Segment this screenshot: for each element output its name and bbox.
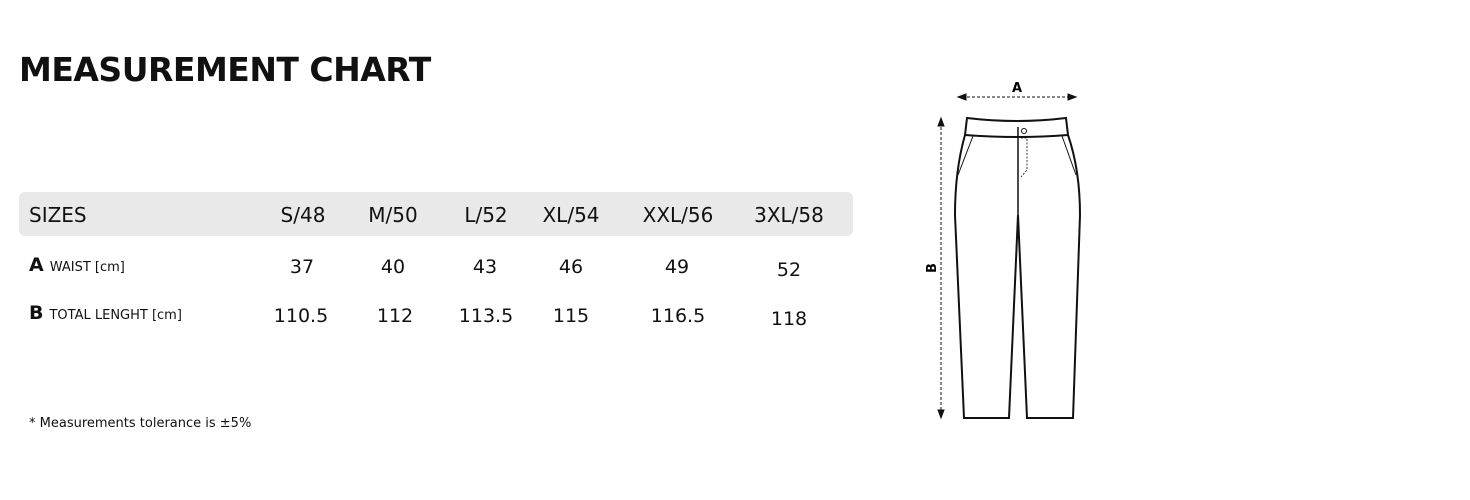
- tolerance-note: * Measurements tolerance is ±5%: [29, 416, 252, 431]
- row-letter: B: [29, 302, 44, 324]
- size-header: M/50: [368, 203, 418, 227]
- sizes-header: SIZES: [29, 203, 87, 227]
- table-cell: 52: [776, 259, 802, 281]
- table-cell: 112: [376, 305, 414, 327]
- dimension-b-arrow-icon: [937, 116, 945, 420]
- dimension-a-label: A: [1012, 81, 1022, 96]
- table-cell: 37: [289, 256, 315, 278]
- table-cell: 116.5: [650, 305, 706, 327]
- size-header: S/48: [280, 203, 326, 227]
- row-label-text: TOTAL LENGHT [cm]: [49, 308, 182, 323]
- row-letter: A: [29, 254, 44, 276]
- row-label-length: B TOTAL LENGHT [cm]: [29, 302, 182, 324]
- table-cell: 110.5: [273, 305, 329, 327]
- dimension-b-label: B: [925, 263, 940, 273]
- row-label-text: WAIST [cm]: [49, 260, 125, 275]
- table-cell: 43: [472, 256, 498, 278]
- table-cell: 40: [380, 256, 406, 278]
- size-header: XL/54: [542, 203, 600, 227]
- dimension-a-arrow-icon: [956, 93, 1078, 101]
- table-header-bar: [19, 192, 853, 236]
- table-cell: 113.5: [458, 305, 514, 327]
- table-cell: 115: [552, 305, 590, 327]
- size-header: 3XL/58: [754, 203, 824, 227]
- row-label-waist: A WAIST [cm]: [29, 254, 125, 276]
- table-cell: 118: [770, 308, 808, 330]
- size-header: XXL/56: [642, 203, 714, 227]
- pants-outline-icon: [953, 116, 1082, 419]
- page-title: MEASUREMENT CHART: [19, 50, 431, 89]
- table-cell: 46: [558, 256, 584, 278]
- table-cell: 49: [664, 256, 690, 278]
- size-header: L/52: [464, 203, 508, 227]
